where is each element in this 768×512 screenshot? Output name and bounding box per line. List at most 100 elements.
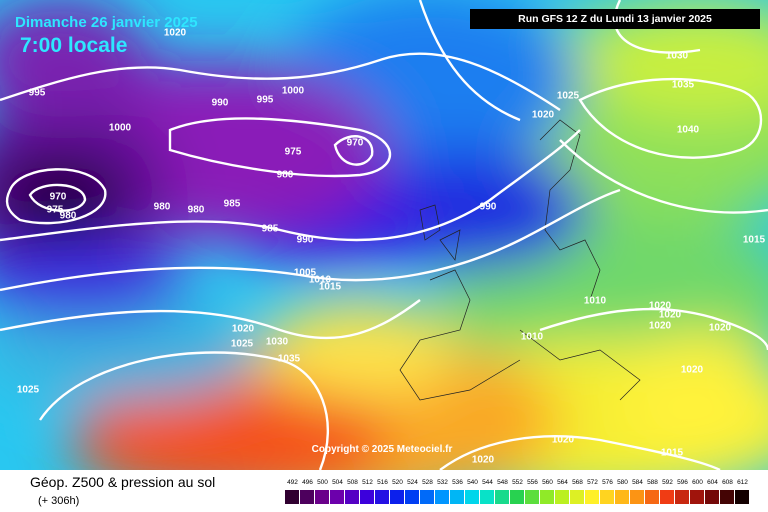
isobar-label: 1010 (521, 332, 544, 343)
scale-swatch (525, 490, 539, 504)
isobar-label: 1030 (266, 337, 289, 348)
isobar-label: 1020 (659, 310, 682, 321)
scale-label: 560 (542, 479, 553, 486)
scale-swatch (615, 490, 629, 504)
scale-label: 584 (632, 479, 643, 486)
isobar-label: 1005 (294, 268, 317, 279)
scale-label: 596 (677, 479, 688, 486)
isobar-label: 1015 (743, 235, 766, 246)
isobar-label: 1025 (231, 339, 254, 350)
scale-swatch (510, 490, 524, 504)
scale-swatch (345, 490, 359, 504)
isobar-label: 1015 (319, 282, 342, 293)
scale-swatch (300, 490, 314, 504)
scale-swatch (315, 490, 329, 504)
isobar-label: 970 (347, 138, 364, 149)
scale-swatch (630, 490, 644, 504)
scale-label: 548 (497, 479, 508, 486)
scale-label: 572 (587, 479, 598, 486)
scale-label: 608 (722, 479, 733, 486)
isobar-label: 980 (277, 170, 294, 181)
scale-swatch (645, 490, 659, 504)
isobar-label: 970 (50, 192, 67, 203)
isobar-label: 1040 (677, 125, 700, 136)
scale-swatch (555, 490, 569, 504)
isobar-label: 1020 (532, 110, 555, 121)
scale-swatch (420, 490, 434, 504)
run-info: Run GFS 12 Z du Lundi 13 janvier 2025 (518, 13, 712, 25)
lead-time: (+ 306h) (38, 495, 79, 507)
scale-swatch (495, 490, 509, 504)
isobar-label: 980 (188, 205, 205, 216)
scale-label: 540 (467, 479, 478, 486)
run-box (470, 9, 760, 29)
map-date: Dimanche 26 janvier 2025 (15, 14, 198, 31)
isobar-label: 990 (297, 235, 314, 246)
scale-label: 532 (437, 479, 448, 486)
scale-label: 528 (422, 479, 433, 486)
isobar-label: 995 (257, 95, 274, 106)
scale-label: 520 (392, 479, 403, 486)
map-time: 7:00 locale (20, 34, 127, 57)
scale-label: 580 (617, 479, 628, 486)
isobar-label: 1000 (282, 86, 305, 97)
scale-label: 492 (287, 479, 298, 486)
isobar-label: 1025 (557, 91, 580, 102)
scale-swatch (675, 490, 689, 504)
isobar-label: 980 (60, 211, 77, 222)
field-name: Géop. Z500 & pression au sol (30, 474, 215, 490)
isobar-label: 1035 (672, 80, 695, 91)
isobar-label: 1020 (709, 323, 732, 334)
scale-label: 564 (557, 479, 568, 486)
scale-swatch (540, 490, 554, 504)
scale-swatch (690, 490, 704, 504)
scale-swatch (405, 490, 419, 504)
scale-label: 568 (572, 479, 583, 486)
isobar-label: 1020 (552, 435, 575, 446)
scale-swatch (480, 490, 494, 504)
scale-label: 504 (332, 479, 343, 486)
isobar-label: 1020 (164, 28, 187, 39)
isobar-label: 975 (285, 147, 302, 158)
isobar-label: 1030 (666, 51, 689, 62)
scale-label: 588 (647, 479, 658, 486)
scale-label: 556 (527, 479, 538, 486)
scale-label: 496 (302, 479, 313, 486)
scale-label: 552 (512, 479, 523, 486)
scale-label: 500 (317, 479, 328, 486)
isobar-label: 1015 (661, 448, 684, 459)
scale-swatch (435, 490, 449, 504)
scale-swatch (330, 490, 344, 504)
isobar-label: 975 (47, 205, 64, 216)
scale-swatch (285, 490, 299, 504)
isobar-label: 1020 (649, 301, 672, 312)
scale-swatch (570, 490, 584, 504)
scale-label: 600 (692, 479, 703, 486)
scale-swatch (705, 490, 719, 504)
scale-swatch (465, 490, 479, 504)
isobar-label: 1020 (232, 324, 255, 335)
scale-swatch (660, 490, 674, 504)
copyright: Copyright © 2025 Meteociel.fr (312, 444, 453, 455)
isobar-label: 1000 (109, 123, 132, 134)
scale-label: 604 (707, 479, 718, 486)
scale-swatch (360, 490, 374, 504)
color-scale: 492 496 500 504 508 512 516 520 524 528 532 536 540 5… (285, 479, 749, 504)
scale-swatch (585, 490, 599, 504)
scale-swatch (720, 490, 734, 504)
isobar-label: 1025 (17, 385, 40, 396)
isobar-label: 1035 (278, 354, 301, 365)
isobar-label: 1020 (649, 321, 672, 332)
scale-label: 576 (602, 479, 613, 486)
isobar-label: 995 (29, 88, 46, 99)
scale-label: 592 (662, 479, 673, 486)
scale-label: 544 (482, 479, 493, 486)
isobar-label: 1010 (584, 296, 607, 307)
isobar-label: 985 (262, 224, 279, 235)
scale-swatch (450, 490, 464, 504)
isobar-label: 985 (224, 199, 241, 210)
scale-label: 536 (452, 479, 463, 486)
